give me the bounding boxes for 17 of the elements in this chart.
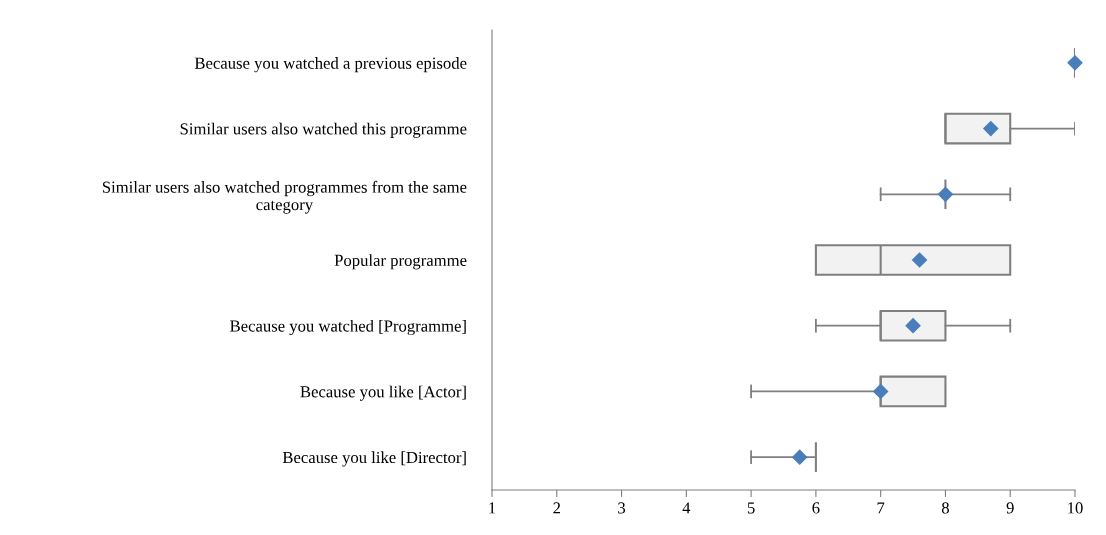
x-tick-label: 4 [682,502,691,514]
x-tick-label: 3 [618,502,626,514]
x-tick-label: 7 [877,502,885,514]
y-tick-label: Because you like [Actor] [300,385,466,401]
x-tick-label: 5 [747,502,755,514]
y-tick-label: Similar users also watched this programme [180,122,467,138]
x-tick-label: 1 [489,502,496,514]
x-tick-label: 8 [941,502,949,514]
x-tick-label: 6 [812,502,820,514]
x-tick-label: 10 [1068,502,1083,514]
y-tick-label: Popular programme [334,254,467,270]
y-tick-label: Because you like [Director] [282,451,466,467]
y-tick-label: Similar users also watched programmes from the same category [102,180,467,214]
x-tick-label: 9 [1006,502,1014,514]
x-tick-label: 2 [553,502,561,514]
y-tick-label: Because you watched a previous episode [194,57,467,73]
y-tick-label: Because you watched [Programme] [230,319,466,336]
